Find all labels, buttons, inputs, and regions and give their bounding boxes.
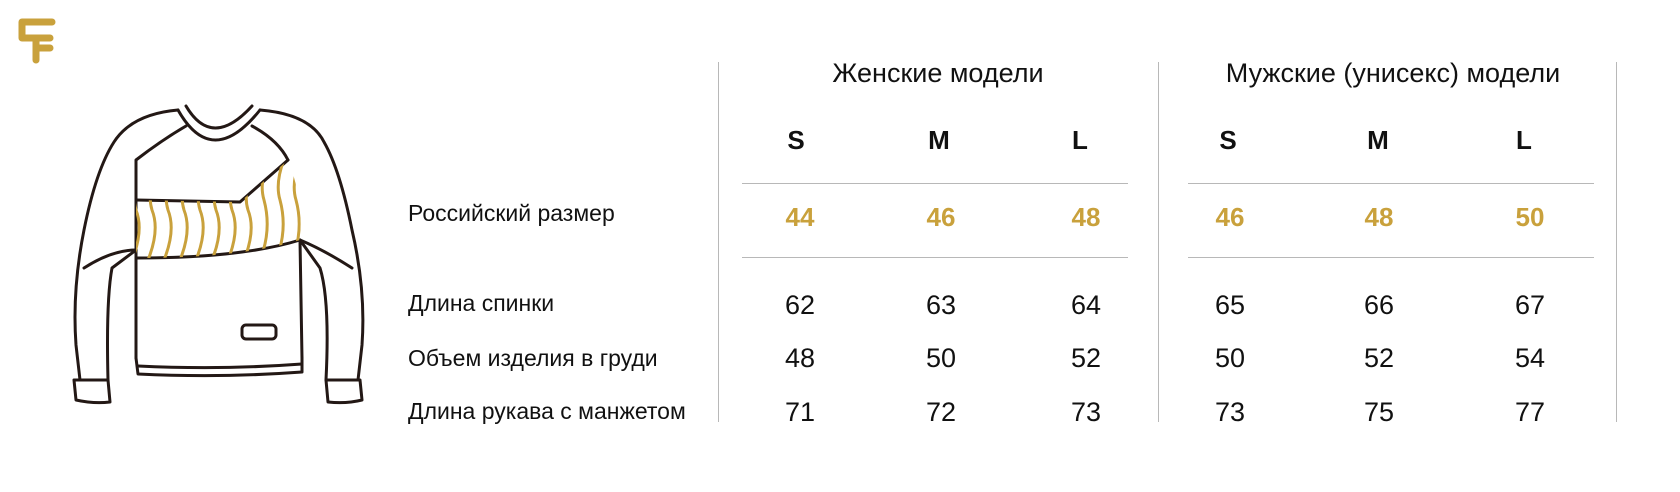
women-sleeve: 73 xyxy=(1070,397,1102,427)
women-back-length: 62 xyxy=(784,290,816,320)
women-size: L xyxy=(1072,125,1088,155)
women-size: M xyxy=(928,125,950,155)
women-back-length: 63 xyxy=(925,290,957,320)
men-ru-size: 50 xyxy=(1515,202,1545,232)
divider-middle xyxy=(1158,62,1159,422)
men-chest: 54 xyxy=(1514,343,1546,373)
row-label-back-length: Длина спинки xyxy=(408,290,555,316)
row-label-chest: Объем изделия в груди xyxy=(408,345,658,371)
divider-right xyxy=(1616,62,1617,422)
men-chest: 52 xyxy=(1363,343,1395,373)
men-back-length: 65 xyxy=(1214,290,1246,320)
men-size: M xyxy=(1367,125,1389,155)
women-ru-size: 46 xyxy=(926,202,956,232)
men-sleeve: 77 xyxy=(1514,397,1546,427)
women-ru-size: 48 xyxy=(1071,202,1101,232)
brand-logo-icon xyxy=(18,18,56,64)
women-back-length: 64 xyxy=(1070,290,1102,320)
row-label-ru-size: Российский размер xyxy=(408,200,615,226)
men-sleeve: 73 xyxy=(1214,397,1246,427)
men-size: L xyxy=(1516,125,1532,155)
men-size: S xyxy=(1219,125,1237,155)
women-rule-top xyxy=(742,183,1128,184)
men-ru-size: 48 xyxy=(1364,202,1394,232)
men-sleeve: 75 xyxy=(1363,397,1395,427)
men-rule-top xyxy=(1188,183,1594,184)
sweatshirt-icon xyxy=(72,104,365,405)
women-chest: 48 xyxy=(784,343,816,373)
men-ru-size: 46 xyxy=(1215,202,1245,232)
men-rule-bottom xyxy=(1188,257,1594,258)
women-sleeve: 71 xyxy=(784,397,816,427)
men-back-length: 66 xyxy=(1363,290,1395,320)
men-group-title: Мужские (унисекс) модели xyxy=(1225,58,1561,88)
row-label-sleeve: Длина рукава с манжетом xyxy=(408,398,686,424)
women-chest: 52 xyxy=(1070,343,1102,373)
women-size: S xyxy=(787,125,805,155)
divider-left xyxy=(718,62,719,422)
women-group-title: Женские модели xyxy=(832,58,1044,88)
women-chest: 50 xyxy=(925,343,957,373)
women-ru-size: 44 xyxy=(785,202,815,232)
women-sleeve: 72 xyxy=(925,397,957,427)
men-chest: 50 xyxy=(1214,343,1246,373)
men-back-length: 67 xyxy=(1514,290,1546,320)
women-rule-bottom xyxy=(742,257,1128,258)
